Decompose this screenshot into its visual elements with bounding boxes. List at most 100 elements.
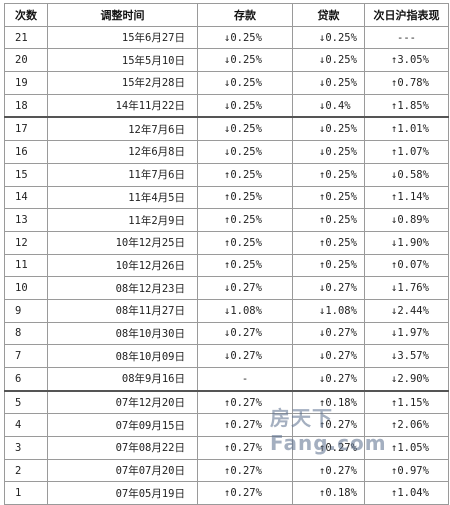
loan-cell: ↑0.25% (292, 162, 365, 187)
deposit-cell: ↑0.27% (197, 458, 293, 483)
date-cell: 08年12月23日 (47, 276, 198, 300)
index-cell: ↓0.89% (364, 208, 449, 232)
table-row: 8 08年10月30日 ↓0.27% ↓0.27% ↓1.97% (4, 321, 449, 346)
count-cell: 18 (4, 93, 48, 118)
deposit-cell: ↑0.27% (197, 389, 293, 415)
index-cell: ↑0.78% (364, 71, 449, 95)
count-cell: 8 (4, 321, 48, 346)
date-cell: 07年08月22日 (47, 436, 198, 460)
table-row: 21 15年6月27日 ↓0.25% ↓0.25% --- (4, 25, 449, 50)
loan-cell: ↓0.25% (292, 116, 365, 142)
table-row: 5 07年12月20日 ↑0.27% ↑0.18% ↑1.15% (4, 389, 449, 415)
count-cell: 20 (4, 48, 48, 73)
deposit-cell: ↓1.08% (197, 298, 293, 323)
table-row: 2 07年07月20日 ↑0.27% ↑0.27% ↑0.97% (4, 458, 449, 483)
index-cell: ↑0.07% (364, 253, 449, 278)
header-count: 次数 (4, 3, 48, 27)
table-row: 19 15年2月28日 ↓0.25% ↓0.25% ↑0.78% (4, 71, 449, 95)
count-cell: 12 (4, 230, 48, 255)
index-cell: ↑1.04% (364, 481, 449, 505)
index-cell: ↑1.15% (364, 389, 449, 415)
date-cell: 08年11月27日 (47, 298, 198, 323)
rate-adjustment-table: 次数 调整时间 存款 贷款 次日沪指表现 21 15年6月27日 ↓0.25% ↓0.… (4, 3, 449, 505)
date-cell: 10年12月25日 (47, 230, 198, 255)
count-cell: 2 (4, 458, 48, 483)
header-row: 次数 调整时间 存款 贷款 次日沪指表现 (4, 3, 449, 27)
index-cell: ↓2.44% (364, 298, 449, 323)
index-cell: ↑1.07% (364, 140, 449, 164)
table-row: 1 07年05月19日 ↑0.27% ↑0.18% ↑1.04% (4, 481, 449, 505)
index-cell: ↓0.58% (364, 162, 449, 187)
table-row: 7 08年10月09日 ↓0.27% ↓0.27% ↓3.57% (4, 344, 449, 368)
count-cell: 15 (4, 162, 48, 187)
table-row: 12 10年12月25日 ↑0.25% ↑0.25% ↓1.90% (4, 230, 449, 255)
deposit-cell: ↑0.25% (197, 162, 293, 187)
date-cell: 14年11月22日 (47, 93, 198, 118)
header-index: 次日沪指表现 (364, 3, 449, 27)
index-cell: ↓3.57% (364, 344, 449, 368)
table-row: 9 08年11月27日 ↓1.08% ↓1.08% ↓2.44% (4, 298, 449, 323)
deposit-cell: ↓0.27% (197, 321, 293, 346)
deposit-cell: ↑0.27% (197, 413, 293, 438)
loan-cell: ↓0.25% (292, 48, 365, 73)
index-cell: ↑1.14% (364, 185, 449, 210)
index-cell: ↓1.76% (364, 276, 449, 300)
loan-cell: ↓1.08% (292, 298, 365, 323)
index-cell: ↑1.85% (364, 93, 449, 118)
loan-cell: ↓0.27% (292, 321, 365, 346)
loan-cell: ↓0.25% (292, 25, 365, 50)
date-cell: 12年7月6日 (47, 116, 198, 142)
deposit-cell: ↓0.25% (197, 140, 293, 164)
table-row: 11 10年12月26日 ↑0.25% ↑0.25% ↑0.07% (4, 253, 449, 278)
loan-cell: ↓0.4% (292, 93, 365, 118)
date-cell: 07年09月15日 (47, 413, 198, 438)
index-cell: ↑2.06% (364, 413, 449, 438)
table-row: 13 11年2月9日 ↑0.25% ↑0.25% ↓0.89% (4, 208, 449, 232)
deposit-cell: ↓0.27% (197, 276, 293, 300)
loan-cell: ↑0.27% (292, 458, 365, 483)
loan-cell: ↑0.25% (292, 185, 365, 210)
count-cell: 4 (4, 413, 48, 438)
date-cell: 10年12月26日 (47, 253, 198, 278)
count-cell: 11 (4, 253, 48, 278)
loan-cell: ↑0.25% (292, 230, 365, 255)
index-cell: ↓1.90% (364, 230, 449, 255)
count-cell: 5 (4, 389, 48, 415)
deposit-cell: ↓0.25% (197, 25, 293, 50)
loan-cell: ↑0.25% (292, 208, 365, 232)
loan-cell: ↓0.25% (292, 140, 365, 164)
count-cell: 9 (4, 298, 48, 323)
table-row: 10 08年12月23日 ↓0.27% ↓0.27% ↓1.76% (4, 276, 449, 300)
count-cell: 10 (4, 276, 48, 300)
count-cell: 19 (4, 71, 48, 95)
count-cell: 1 (4, 481, 48, 505)
count-cell: 17 (4, 116, 48, 142)
count-cell: 7 (4, 344, 48, 368)
date-cell: 15年2月28日 (47, 71, 198, 95)
date-cell: 11年2月9日 (47, 208, 198, 232)
index-cell: ↓2.90% (364, 366, 449, 392)
table-row: 6 08年9月16日 - ↓0.27% ↓2.90% (4, 366, 449, 392)
loan-cell: ↓0.25% (292, 71, 365, 95)
index-cell: ↓1.97% (364, 321, 449, 346)
count-cell: 13 (4, 208, 48, 232)
header-date: 调整时间 (47, 3, 198, 27)
deposit-cell: ↑0.25% (197, 230, 293, 255)
count-cell: 3 (4, 436, 48, 460)
loan-cell: ↓0.27% (292, 344, 365, 368)
deposit-cell: ↑0.27% (197, 481, 293, 505)
loan-cell: ↓0.27% (292, 276, 365, 300)
count-cell: 21 (4, 25, 48, 50)
date-cell: 12年6月8日 (47, 140, 198, 164)
table-row: 16 12年6月8日 ↓0.25% ↓0.25% ↑1.07% (4, 140, 449, 164)
index-cell: --- (364, 25, 449, 50)
index-cell: ↑1.01% (364, 116, 449, 142)
table-body: 21 15年6月27日 ↓0.25% ↓0.25% --- 20 15年5月10日 ↓0.25… (4, 25, 449, 505)
deposit-cell: ↓0.27% (197, 344, 293, 368)
count-cell: 14 (4, 185, 48, 210)
count-cell: 6 (4, 366, 48, 392)
date-cell: 07年05月19日 (47, 481, 198, 505)
table-row: 18 14年11月22日 ↓0.25% ↓0.4% ↑1.85% (4, 93, 449, 118)
table-row: 15 11年7月6日 ↑0.25% ↑0.25% ↓0.58% (4, 162, 449, 187)
deposit-cell: ↑0.25% (197, 185, 293, 210)
